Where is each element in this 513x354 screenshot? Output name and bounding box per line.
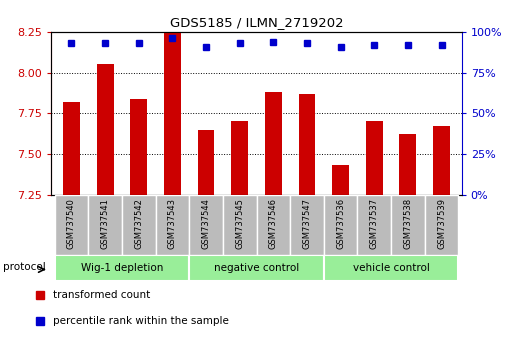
Bar bbox=[433, 126, 450, 195]
Bar bbox=[332, 165, 349, 195]
Text: percentile rank within the sample: percentile rank within the sample bbox=[53, 316, 229, 326]
Bar bbox=[366, 121, 383, 195]
Bar bbox=[189, 195, 223, 255]
Bar bbox=[130, 99, 147, 195]
Text: transformed count: transformed count bbox=[53, 290, 151, 300]
Bar bbox=[265, 92, 282, 195]
Text: vehicle control: vehicle control bbox=[352, 263, 429, 273]
Title: GDS5185 / ILMN_2719202: GDS5185 / ILMN_2719202 bbox=[170, 16, 343, 29]
Bar bbox=[358, 195, 391, 255]
Bar bbox=[425, 195, 458, 255]
Bar bbox=[55, 255, 189, 281]
Bar bbox=[324, 195, 358, 255]
Bar bbox=[223, 195, 256, 255]
Text: GSM737542: GSM737542 bbox=[134, 198, 143, 249]
Text: GSM737536: GSM737536 bbox=[336, 198, 345, 249]
Text: GSM737546: GSM737546 bbox=[269, 198, 278, 249]
Bar bbox=[164, 34, 181, 195]
Text: GSM737538: GSM737538 bbox=[403, 198, 412, 249]
Text: protocol: protocol bbox=[3, 262, 45, 272]
Bar bbox=[198, 130, 214, 195]
Bar bbox=[88, 195, 122, 255]
Bar bbox=[189, 255, 324, 281]
Text: GSM737539: GSM737539 bbox=[437, 198, 446, 249]
Bar bbox=[400, 135, 416, 195]
Bar bbox=[63, 102, 80, 195]
Bar bbox=[55, 195, 88, 255]
Text: GSM737540: GSM737540 bbox=[67, 198, 76, 249]
Text: GSM737547: GSM737547 bbox=[303, 198, 311, 249]
Text: GSM737537: GSM737537 bbox=[370, 198, 379, 249]
Text: GSM737541: GSM737541 bbox=[101, 198, 110, 249]
Bar bbox=[256, 195, 290, 255]
Text: GSM737544: GSM737544 bbox=[202, 198, 210, 249]
Bar bbox=[97, 64, 113, 195]
Bar bbox=[155, 195, 189, 255]
Bar bbox=[391, 195, 425, 255]
Bar bbox=[324, 255, 458, 281]
Text: Wig-1 depletion: Wig-1 depletion bbox=[81, 263, 163, 273]
Bar bbox=[299, 94, 315, 195]
Bar bbox=[122, 195, 155, 255]
Text: GSM737543: GSM737543 bbox=[168, 198, 177, 249]
Bar bbox=[231, 121, 248, 195]
Bar bbox=[290, 195, 324, 255]
Text: negative control: negative control bbox=[214, 263, 299, 273]
Text: GSM737545: GSM737545 bbox=[235, 198, 244, 249]
